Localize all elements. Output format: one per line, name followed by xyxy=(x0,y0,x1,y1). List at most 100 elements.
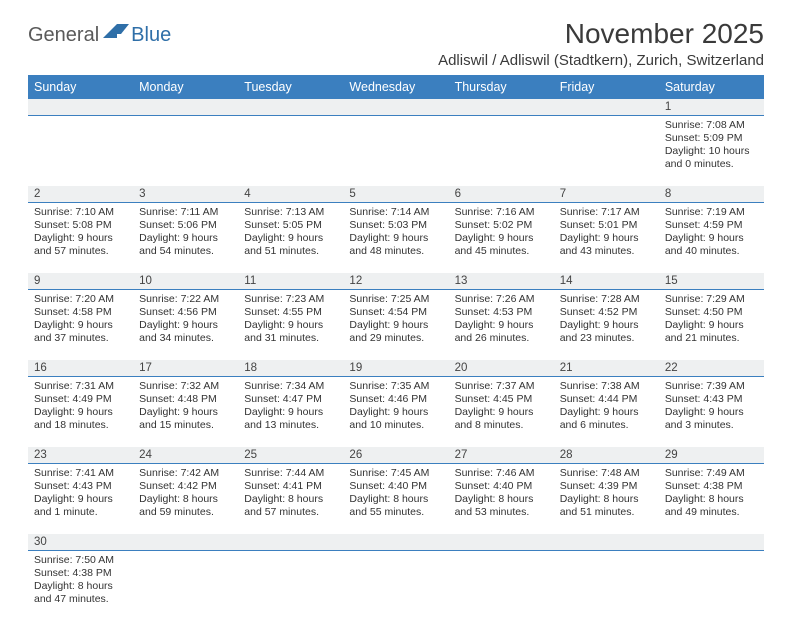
daylight-line: Daylight: 9 hours and 29 minutes. xyxy=(349,319,442,345)
daylight-line: Daylight: 8 hours and 51 minutes. xyxy=(560,493,653,519)
day-cell: Sunrise: 7:50 AMSunset: 4:38 PMDaylight:… xyxy=(28,551,133,621)
sunrise-line: Sunrise: 7:48 AM xyxy=(560,467,653,480)
location: Adliswil / Adliswil (Stadtkern), Zurich,… xyxy=(438,52,764,69)
sunrise-line: Sunrise: 7:41 AM xyxy=(34,467,127,480)
day-number xyxy=(659,534,764,550)
day-number: 15 xyxy=(659,273,764,289)
day-number xyxy=(133,99,238,115)
daylight-line: Daylight: 9 hours and 10 minutes. xyxy=(349,406,442,432)
sunset-line: Sunset: 4:42 PM xyxy=(139,480,232,493)
day-cell: Sunrise: 7:45 AMSunset: 4:40 PMDaylight:… xyxy=(343,464,448,534)
day-cell: Sunrise: 7:23 AMSunset: 4:55 PMDaylight:… xyxy=(238,290,343,360)
day-cell xyxy=(554,116,659,186)
sunset-line: Sunset: 5:01 PM xyxy=(560,219,653,232)
sunrise-line: Sunrise: 7:37 AM xyxy=(455,380,548,393)
day-cell: Sunrise: 7:14 AMSunset: 5:03 PMDaylight:… xyxy=(343,203,448,273)
day-number: 11 xyxy=(238,273,343,289)
daylight-line: Daylight: 9 hours and 43 minutes. xyxy=(560,232,653,258)
day-cell: Sunrise: 7:25 AMSunset: 4:54 PMDaylight:… xyxy=(343,290,448,360)
daylight-line: Daylight: 9 hours and 51 minutes. xyxy=(244,232,337,258)
day-number xyxy=(554,99,659,115)
day-number: 9 xyxy=(28,273,133,289)
weekday-label: Friday xyxy=(554,75,659,99)
day-cell: Sunrise: 7:20 AMSunset: 4:58 PMDaylight:… xyxy=(28,290,133,360)
sunrise-line: Sunrise: 7:10 AM xyxy=(34,206,127,219)
calendar-body: 1Sunrise: 7:08 AMSunset: 5:09 PMDaylight… xyxy=(28,99,764,621)
calendar-weekday-header: SundayMondayTuesdayWednesdayThursdayFrid… xyxy=(28,75,764,99)
header: General Blue November 2025 Adliswil / Ad… xyxy=(28,18,764,69)
daylight-line: Daylight: 9 hours and 8 minutes. xyxy=(455,406,548,432)
sunset-line: Sunset: 5:03 PM xyxy=(349,219,442,232)
day-cell: Sunrise: 7:10 AMSunset: 5:08 PMDaylight:… xyxy=(28,203,133,273)
daylight-line: Daylight: 9 hours and 31 minutes. xyxy=(244,319,337,345)
sunset-line: Sunset: 5:05 PM xyxy=(244,219,337,232)
daynum-row: 16171819202122 xyxy=(28,360,764,377)
sunrise-line: Sunrise: 7:16 AM xyxy=(455,206,548,219)
daylight-line: Daylight: 9 hours and 54 minutes. xyxy=(139,232,232,258)
sunrise-line: Sunrise: 7:13 AM xyxy=(244,206,337,219)
day-cell xyxy=(238,116,343,186)
day-cell xyxy=(28,116,133,186)
day-cell: Sunrise: 7:11 AMSunset: 5:06 PMDaylight:… xyxy=(133,203,238,273)
day-number: 22 xyxy=(659,360,764,376)
sunrise-line: Sunrise: 7:46 AM xyxy=(455,467,548,480)
sunrise-line: Sunrise: 7:31 AM xyxy=(34,380,127,393)
day-cell: Sunrise: 7:31 AMSunset: 4:49 PMDaylight:… xyxy=(28,377,133,447)
day-number: 18 xyxy=(238,360,343,376)
day-cell: Sunrise: 7:29 AMSunset: 4:50 PMDaylight:… xyxy=(659,290,764,360)
sunset-line: Sunset: 5:08 PM xyxy=(34,219,127,232)
sunset-line: Sunset: 4:55 PM xyxy=(244,306,337,319)
daylight-line: Daylight: 8 hours and 53 minutes. xyxy=(455,493,548,519)
sunset-line: Sunset: 4:38 PM xyxy=(665,480,758,493)
sunrise-line: Sunrise: 7:17 AM xyxy=(560,206,653,219)
day-number: 7 xyxy=(554,186,659,202)
sunrise-line: Sunrise: 7:44 AM xyxy=(244,467,337,480)
daylight-line: Daylight: 9 hours and 3 minutes. xyxy=(665,406,758,432)
weekday-label: Tuesday xyxy=(238,75,343,99)
day-number: 28 xyxy=(554,447,659,463)
day-cell: Sunrise: 7:16 AMSunset: 5:02 PMDaylight:… xyxy=(449,203,554,273)
sunset-line: Sunset: 4:43 PM xyxy=(34,480,127,493)
day-number xyxy=(238,534,343,550)
sunset-line: Sunset: 4:38 PM xyxy=(34,567,127,580)
day-number: 29 xyxy=(659,447,764,463)
day-number: 17 xyxy=(133,360,238,376)
day-number: 2 xyxy=(28,186,133,202)
daylight-line: Daylight: 9 hours and 15 minutes. xyxy=(139,406,232,432)
day-number: 3 xyxy=(133,186,238,202)
day-cell: Sunrise: 7:42 AMSunset: 4:42 PMDaylight:… xyxy=(133,464,238,534)
day-cell: Sunrise: 7:28 AMSunset: 4:52 PMDaylight:… xyxy=(554,290,659,360)
sunset-line: Sunset: 4:53 PM xyxy=(455,306,548,319)
sunset-line: Sunset: 4:43 PM xyxy=(665,393,758,406)
sunset-line: Sunset: 4:44 PM xyxy=(560,393,653,406)
sunset-line: Sunset: 4:49 PM xyxy=(34,393,127,406)
daylight-line: Daylight: 9 hours and 45 minutes. xyxy=(455,232,548,258)
day-number: 27 xyxy=(449,447,554,463)
day-cell: Sunrise: 7:38 AMSunset: 4:44 PMDaylight:… xyxy=(554,377,659,447)
daylight-line: Daylight: 8 hours and 59 minutes. xyxy=(139,493,232,519)
daylight-line: Daylight: 9 hours and 13 minutes. xyxy=(244,406,337,432)
sunset-line: Sunset: 4:56 PM xyxy=(139,306,232,319)
day-number xyxy=(238,99,343,115)
day-number: 5 xyxy=(343,186,448,202)
sunset-line: Sunset: 4:54 PM xyxy=(349,306,442,319)
day-cell: Sunrise: 7:17 AMSunset: 5:01 PMDaylight:… xyxy=(554,203,659,273)
daylight-line: Daylight: 9 hours and 40 minutes. xyxy=(665,232,758,258)
daynum-row: 30 xyxy=(28,534,764,551)
sunrise-line: Sunrise: 7:22 AM xyxy=(139,293,232,306)
sunset-line: Sunset: 4:39 PM xyxy=(560,480,653,493)
day-cell xyxy=(238,551,343,621)
sunrise-line: Sunrise: 7:11 AM xyxy=(139,206,232,219)
day-number: 13 xyxy=(449,273,554,289)
calendar-page: General Blue November 2025 Adliswil / Ad… xyxy=(0,0,792,631)
weekday-label: Saturday xyxy=(659,75,764,99)
day-cell xyxy=(133,116,238,186)
day-cell: Sunrise: 7:39 AMSunset: 4:43 PMDaylight:… xyxy=(659,377,764,447)
sunset-line: Sunset: 4:52 PM xyxy=(560,306,653,319)
day-number xyxy=(133,534,238,550)
sunrise-line: Sunrise: 7:14 AM xyxy=(349,206,442,219)
sunrise-line: Sunrise: 7:25 AM xyxy=(349,293,442,306)
day-number: 20 xyxy=(449,360,554,376)
daylight-line: Daylight: 9 hours and 34 minutes. xyxy=(139,319,232,345)
day-number: 4 xyxy=(238,186,343,202)
